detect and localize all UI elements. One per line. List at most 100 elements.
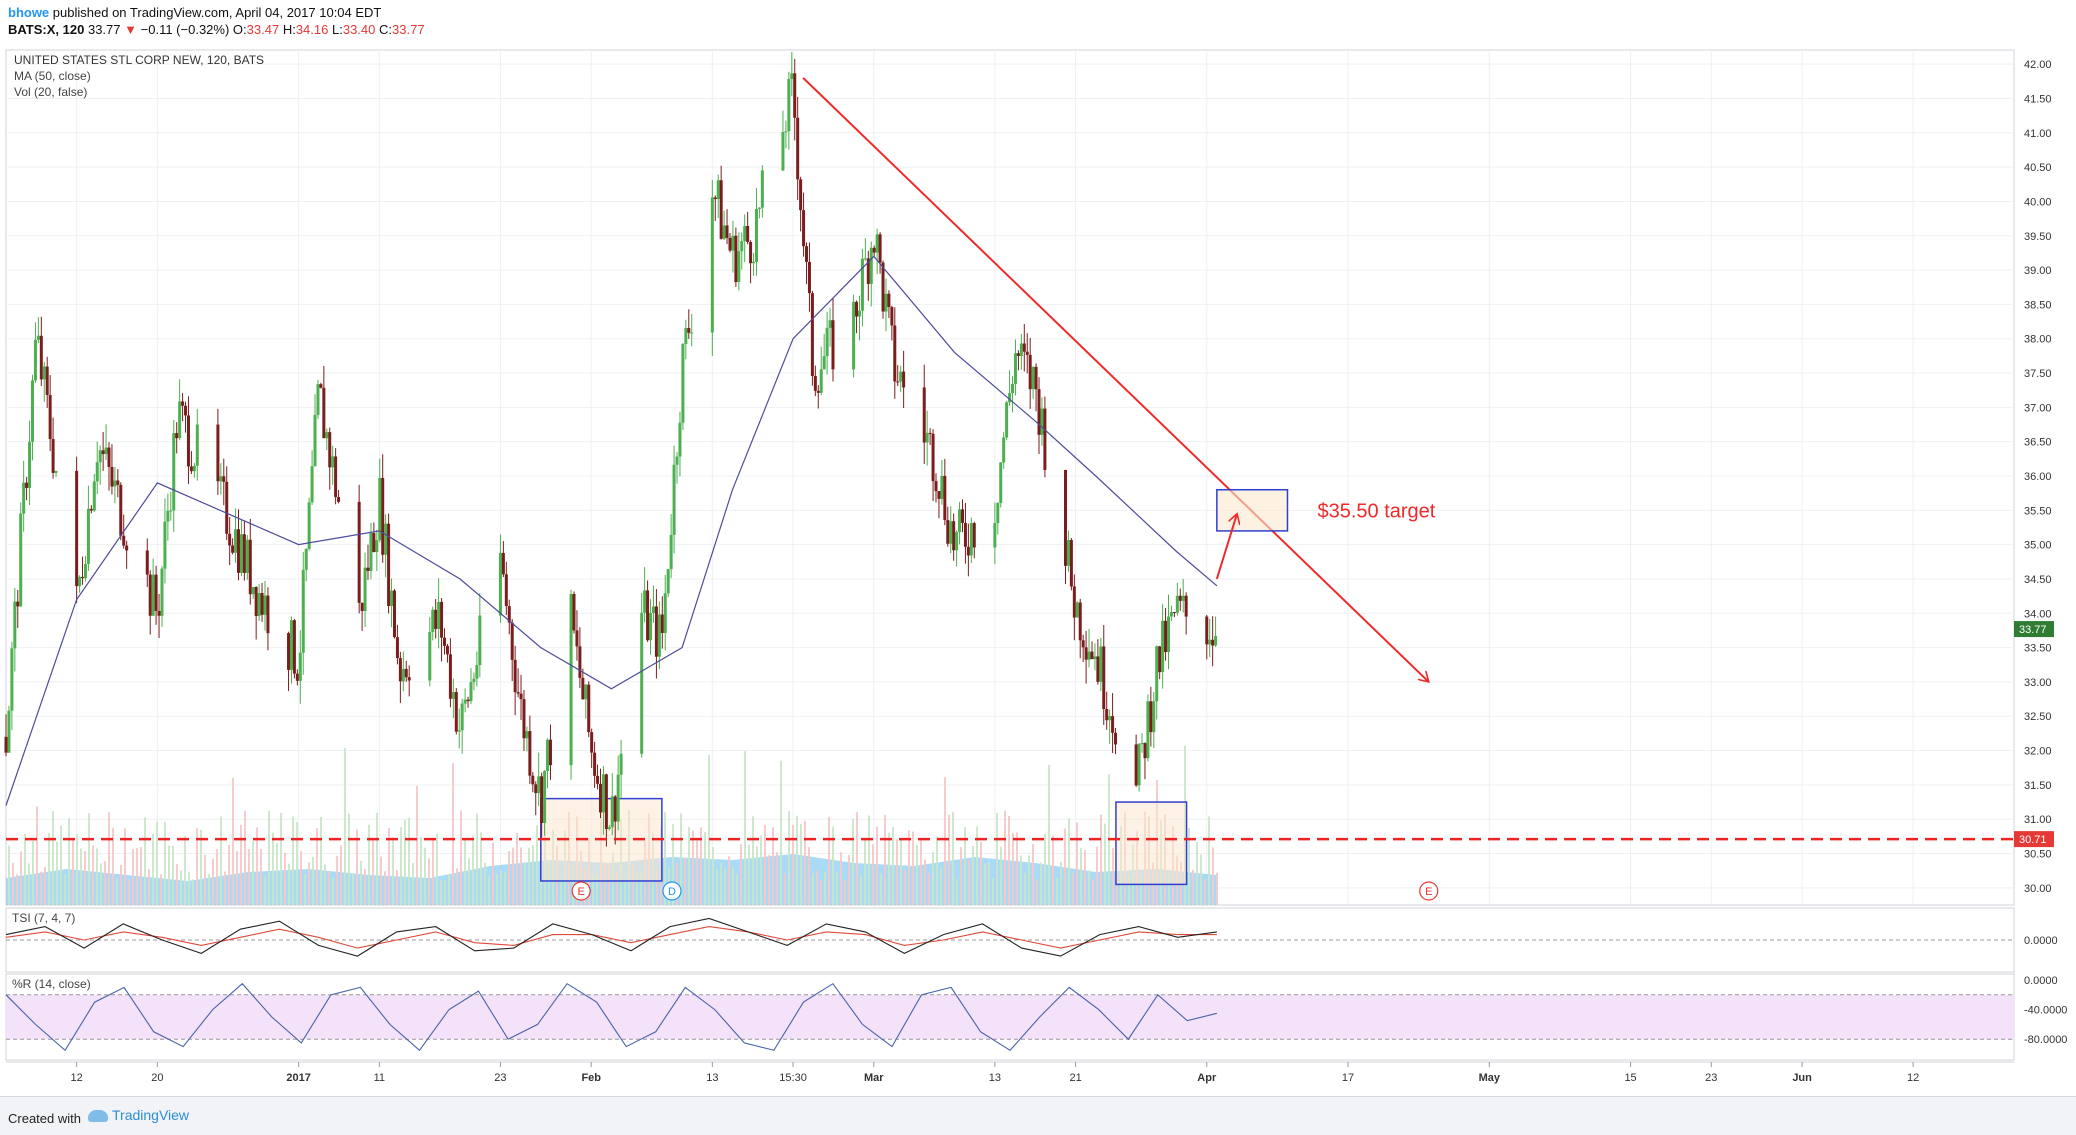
volume-bar — [60, 825, 62, 905]
volume-bar — [1096, 846, 1098, 905]
volume-bar — [932, 851, 934, 905]
volume-bar — [324, 864, 326, 905]
candle-body — [316, 384, 320, 415]
candle-body — [934, 481, 938, 492]
price-tick-label: 37.00 — [2024, 402, 2052, 414]
volume-bar — [1048, 764, 1050, 905]
candle-body — [825, 327, 829, 357]
volume-bar — [360, 860, 362, 905]
chart-frame — [5, 49, 2015, 906]
volume-bar — [320, 816, 322, 905]
chart-canvas[interactable]: $35.50 target E D E 42.00 41.50 41.00 40.50 40… — [0, 44, 2076, 1094]
wr-tick-label: 0.0000 — [2024, 975, 2058, 987]
candle-body — [239, 534, 243, 573]
volume-bar — [604, 862, 606, 905]
dividend-marker-icon[interactable] — [662, 881, 682, 901]
volume-bar — [168, 845, 170, 905]
candle-body — [78, 576, 82, 587]
volume-bar — [608, 863, 610, 905]
price-tick-label: 30.50 — [2024, 849, 2052, 861]
candle-body — [716, 180, 720, 200]
candle-body — [219, 476, 223, 482]
volume-bar — [744, 751, 746, 905]
candle-body — [469, 682, 473, 702]
ma-line — [5, 255, 1218, 806]
volume-bar — [368, 824, 370, 905]
volume-bar — [940, 867, 942, 905]
candle-body — [581, 677, 585, 700]
volume-bar — [1004, 810, 1006, 905]
candle-body — [113, 480, 117, 487]
price-tick-label: 42.00 — [2024, 59, 2052, 71]
candle-body — [384, 523, 388, 555]
candle-body — [516, 692, 520, 694]
candle-body — [875, 234, 879, 253]
candle-body — [746, 226, 750, 242]
time-tick-label: 21 — [1069, 1072, 1081, 1084]
candle-body — [457, 730, 461, 732]
target-box[interactable] — [1216, 488, 1289, 532]
volume-bar — [100, 863, 102, 905]
volume-bar — [16, 874, 18, 905]
volume-bar — [876, 826, 878, 905]
candle-body — [366, 567, 370, 571]
volume-bar — [116, 878, 118, 905]
volume-bar — [124, 828, 126, 905]
volume-bar — [436, 833, 438, 905]
volume-bar — [448, 873, 450, 905]
williams-r-pane[interactable]: 0.0000 -40.0000 -80.0000 %R (14, close) — [5, 973, 2067, 1061]
support-highlight-box — [1115, 801, 1188, 886]
volume-bar — [712, 847, 714, 905]
candle-body — [616, 774, 620, 822]
volume-bar — [884, 814, 886, 905]
time-axis[interactable]: 12 20 2017 11 23 Feb 13 15:30 Mar 13 21 Apr 17 May 15 2… — [6, 1061, 2014, 1084]
candle-body — [1169, 612, 1173, 617]
tradingview-brand[interactable]: TradingView — [88, 1107, 189, 1123]
volume-bar — [724, 868, 726, 905]
volume-bar — [1192, 869, 1194, 905]
candle-body — [666, 569, 670, 594]
price-axis[interactable]: 42.00 41.50 41.00 40.50 40.00 39.50 39.00 38.50… — [2014, 59, 2054, 895]
volume-bar — [528, 847, 530, 905]
earnings-marker-icon[interactable] — [1419, 881, 1439, 901]
candle-body — [148, 574, 152, 616]
candle-body — [45, 366, 49, 395]
candle-body — [392, 590, 396, 638]
candle-body — [960, 509, 964, 523]
wr-label: %R (14, close) — [12, 977, 91, 991]
volume-bar — [1020, 855, 1022, 905]
tsi-pane[interactable]: 0.0000 TSI (7, 4, 7) — [5, 907, 2058, 973]
candle-body — [787, 79, 791, 132]
publisher-username[interactable]: bhowe — [8, 5, 50, 20]
volume-bar — [104, 861, 106, 905]
target-arrow[interactable] — [1215, 514, 1237, 580]
volume-bar — [596, 873, 598, 905]
volume-bar — [1080, 847, 1082, 905]
candle-body — [587, 684, 591, 733]
volume-bar — [640, 873, 642, 905]
candle-body — [381, 477, 385, 555]
candle-body — [805, 246, 809, 262]
earnings-marker-icon[interactable] — [571, 881, 591, 901]
volume-bar — [136, 848, 138, 905]
annotations: $35.50 target — [6, 77, 2014, 841]
candle-body — [1069, 540, 1073, 587]
low-label: L: — [332, 22, 343, 37]
time-tick-label: 2017 — [286, 1072, 310, 1084]
volume-bar — [944, 777, 946, 905]
downtrend-line[interactable] — [802, 77, 1429, 682]
candle-body — [222, 476, 226, 482]
volume-bar — [664, 812, 666, 905]
candle-body — [1028, 354, 1032, 390]
candle-body — [75, 470, 79, 587]
candle-body — [1002, 437, 1006, 463]
candle-body — [799, 179, 803, 211]
volume-bar — [340, 845, 342, 905]
main-pane[interactable]: $35.50 target E D E 42.00 41.50 41.00 40.50 40… — [4, 49, 2055, 906]
candle-body — [16, 601, 20, 607]
volume-bar — [224, 871, 226, 905]
candle-body — [325, 432, 329, 439]
volume-bar — [704, 831, 706, 905]
candle-body — [740, 241, 744, 252]
volume-bar — [688, 826, 690, 905]
